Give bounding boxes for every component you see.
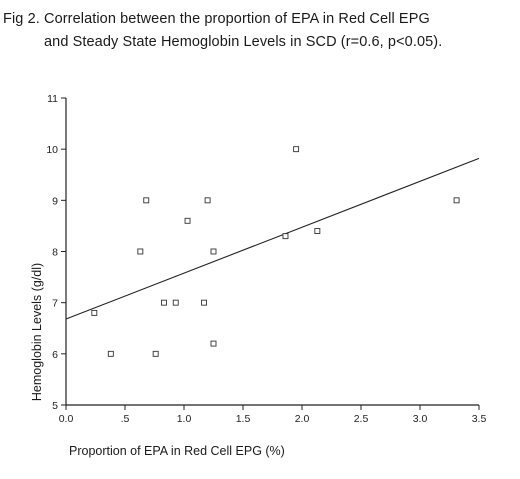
- data-point: [201, 299, 208, 306]
- y-tick-label: 6: [52, 349, 58, 361]
- x-tick-label: 3.5: [472, 413, 487, 425]
- x-tick-label: 2.0: [295, 413, 310, 425]
- regression-line: [65, 157, 480, 320]
- data-point: [453, 197, 460, 204]
- data-point: [204, 197, 211, 204]
- x-tick-label: 3.0: [413, 413, 428, 425]
- y-tick-label: 11: [47, 93, 58, 105]
- chart-tick-labels: 5 6 7 8 9 10 11 0.0 .5 1.0 1.5 2.0 2.5 3.0 3.5: [46, 93, 486, 425]
- data-point: [282, 233, 289, 240]
- x-tick-label: 0.0: [59, 413, 74, 425]
- chart-axes: [61, 97, 480, 410]
- data-point: [107, 350, 114, 357]
- data-point: [143, 197, 150, 204]
- y-tick-label: 5: [52, 400, 58, 412]
- data-points: [91, 146, 460, 357]
- x-axis-label: Proportion of EPA in Red Cell EPG (%): [69, 444, 285, 458]
- y-tick-label: 9: [52, 195, 58, 207]
- data-point: [137, 248, 144, 255]
- data-point: [293, 146, 300, 153]
- x-tick-label: 2.5: [354, 413, 369, 425]
- x-tick-label: .5: [121, 413, 130, 425]
- data-point: [314, 228, 321, 234]
- x-tick-label: 1.0: [177, 413, 192, 425]
- y-axis-label: Hemoglobin Levels (g/dl): [30, 262, 44, 402]
- data-point: [210, 248, 217, 255]
- data-point: [91, 309, 98, 316]
- regression-line-group: [65, 157, 480, 320]
- data-point: [152, 350, 159, 357]
- data-point: [210, 340, 217, 347]
- y-tick-label: 7: [52, 298, 58, 310]
- y-tick-label: 10: [46, 144, 58, 156]
- data-point: [172, 299, 179, 306]
- data-point: [160, 299, 167, 306]
- x-tick-label: 1.5: [236, 413, 251, 425]
- figure-caption-line-1: Fig 2. Correlation between the proportio…: [3, 11, 430, 27]
- data-point: [184, 217, 191, 224]
- y-tick-label: 8: [52, 247, 58, 259]
- figure-caption-line-2: and Steady State Hemoglobin Levels in SC…: [44, 34, 443, 50]
